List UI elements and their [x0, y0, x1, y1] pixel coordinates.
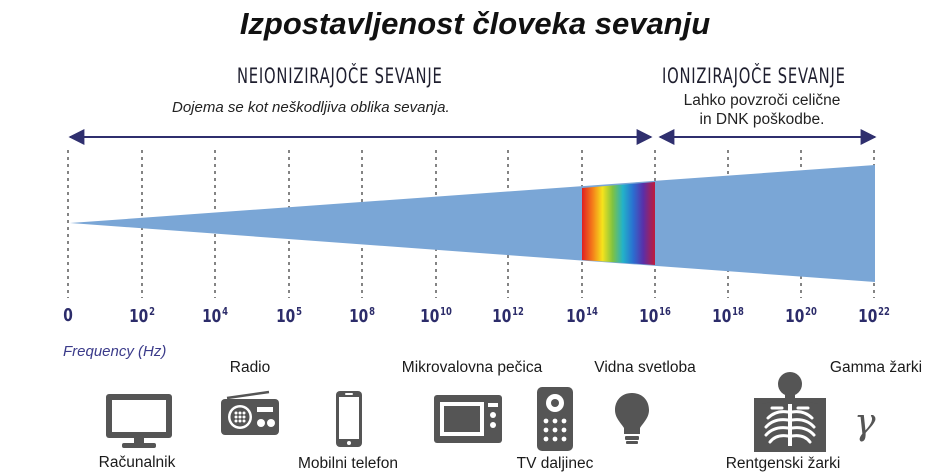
- tv-remote-label: TV daljinec: [516, 455, 594, 472]
- ionizing-description-line-2: in DNK poškodbe.: [699, 111, 825, 128]
- tick-base: 10: [349, 306, 369, 327]
- frequency-tick-label: 1014: [566, 305, 598, 327]
- frequency-tick-label: 1022: [858, 305, 890, 327]
- frequency-tick-label: 1012: [492, 305, 524, 327]
- tick-exponent: 10: [440, 305, 452, 318]
- frequency-tick-label: 0: [63, 305, 73, 326]
- radio-label: Radio: [229, 359, 271, 376]
- tick-exponent: 2: [149, 305, 155, 318]
- visible-light-band: [582, 182, 655, 265]
- tick-base: 10: [276, 306, 296, 327]
- tick-exponent: 20: [805, 305, 817, 318]
- gamma-label: Gamma žarki: [829, 359, 923, 376]
- xray-label: Rentgenski žarki: [725, 455, 841, 472]
- non-ionizing-label: NEIONIZIRAJOČE SEVANJE: [237, 64, 443, 88]
- tick-base: 10: [129, 306, 149, 327]
- tick-base: 0: [63, 305, 73, 326]
- microwave-icon: [434, 395, 502, 443]
- frequency-tick-label: 1018: [712, 305, 744, 327]
- tick-exponent: 18: [732, 305, 744, 318]
- tick-base: 10: [858, 306, 878, 327]
- non-ionizing-description: Dojema se kot neškodljiva oblika sevanja…: [172, 99, 450, 116]
- tick-exponent: 14: [586, 305, 598, 318]
- tick-base: 10: [492, 306, 512, 327]
- visible-light-label: Vidna svetloba: [594, 359, 696, 376]
- tick-base: 10: [712, 306, 732, 327]
- ionizing-label: IONIZIRAJOČE SEVANJE: [662, 64, 846, 88]
- spectrum-band: [70, 165, 875, 282]
- mobile-phone-icon: [336, 391, 362, 447]
- tick-exponent: 4: [222, 305, 228, 318]
- tick-base: 10: [785, 306, 805, 327]
- tick-base: 10: [420, 306, 440, 327]
- tick-base: 10: [639, 306, 659, 327]
- tick-exponent: 16: [659, 305, 671, 318]
- frequency-tick-label: 105: [276, 305, 302, 327]
- tick-exponent: 22: [878, 305, 890, 318]
- frequency-tick-label: 102: [129, 305, 155, 327]
- frequency-tick-label: 1020: [785, 305, 817, 327]
- gamma-symbol-icon: γ: [854, 402, 876, 443]
- computer-monitor-icon: [106, 394, 172, 448]
- microwave-label: Mikrovalovna pečica: [401, 359, 543, 376]
- xray-icon: [754, 372, 826, 452]
- tick-exponent: 5: [296, 305, 302, 318]
- frequency-tick-label: 1010: [420, 305, 452, 327]
- frequency-axis-label: Frequency (Hz): [63, 343, 167, 360]
- tick-exponent: 12: [512, 305, 524, 318]
- tick-exponent: 8: [369, 305, 375, 318]
- tv-remote-icon: [537, 387, 573, 451]
- diagram-title: Izpostavljenost človeka sevanju: [239, 6, 711, 41]
- mobile-phone-label: Mobilni telefon: [298, 455, 398, 472]
- light-bulb-icon: [615, 393, 649, 444]
- computer-label: Računalnik: [98, 454, 176, 471]
- radio-icon: [221, 390, 279, 435]
- ionizing-description-line-1: Lahko povzroči celične: [683, 92, 841, 109]
- ionizing-description: Lahko povzroči celične in DNK poškodbe.: [652, 91, 872, 129]
- tick-base: 10: [202, 306, 222, 327]
- frequency-tick-label: 104: [202, 305, 228, 327]
- frequency-tick-label: 1016: [639, 305, 671, 327]
- tick-base: 10: [566, 306, 586, 327]
- frequency-tick-label: 108: [349, 305, 375, 327]
